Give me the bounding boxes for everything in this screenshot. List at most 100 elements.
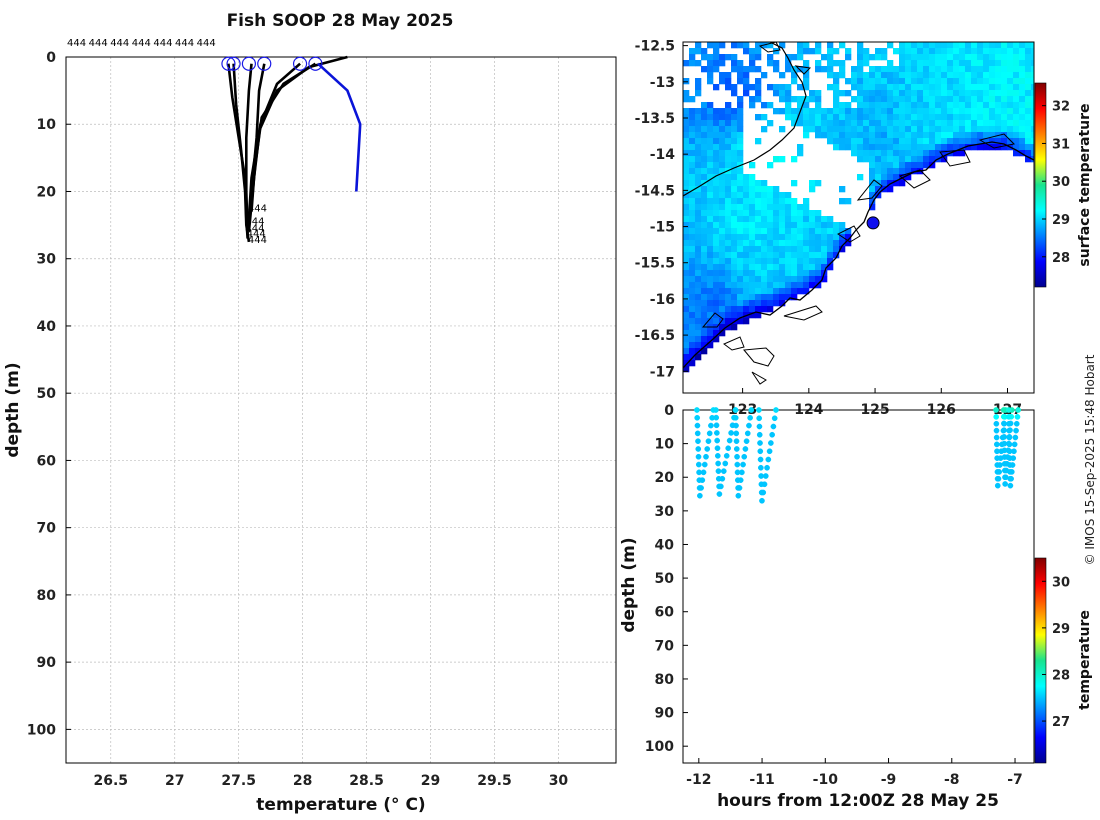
sst-cell <box>701 294 708 301</box>
sst-cell <box>911 102 918 109</box>
sst-cell <box>983 126 990 133</box>
sst-cell <box>725 54 732 61</box>
sst-cell <box>983 42 990 49</box>
sst-cell <box>827 114 834 121</box>
sst-cell <box>965 138 972 145</box>
sst-cell <box>683 354 690 361</box>
sst-cell <box>839 72 846 79</box>
sst-cell <box>965 108 972 115</box>
cast-point <box>722 460 729 467</box>
sst-cell <box>917 54 924 61</box>
cast-point <box>714 437 721 444</box>
sst-cell <box>695 336 702 343</box>
section-x-tick-label: -11 <box>749 772 774 788</box>
sst-cell <box>761 234 768 241</box>
sst-cell <box>749 246 756 253</box>
sst-cell <box>779 270 786 277</box>
cast-point <box>994 482 1001 489</box>
sst-cell <box>905 132 912 139</box>
profile-surface-markers <box>221 56 323 71</box>
sst-cell <box>917 42 924 49</box>
sst-cell <box>785 102 792 109</box>
sst-cell <box>731 294 738 301</box>
sst-cell <box>779 96 786 103</box>
sst-cell <box>1031 96 1034 103</box>
sst-cell <box>683 126 690 133</box>
sst-cell <box>689 198 696 205</box>
sst-cell <box>719 252 726 259</box>
sst-cell <box>713 126 720 133</box>
sst-cell <box>887 144 894 151</box>
sst-cell <box>995 114 1002 121</box>
sst-cell <box>791 198 798 205</box>
sst-cell <box>845 228 852 235</box>
sst-cell <box>875 54 882 61</box>
sst-cell <box>941 114 948 121</box>
sst-cell <box>683 276 690 283</box>
sst-cell <box>995 138 1002 145</box>
sst-cell <box>887 72 894 79</box>
sst-cell <box>845 78 852 85</box>
sst-cell <box>875 114 882 121</box>
sst-cell <box>737 252 744 259</box>
sst-cell <box>707 192 714 199</box>
sst-cell <box>803 228 810 235</box>
sst-cell <box>929 126 936 133</box>
sst-cell <box>911 132 918 139</box>
sst-cell <box>989 84 996 91</box>
sst-cell <box>707 336 714 343</box>
cast-point <box>1006 414 1012 420</box>
sst-cell <box>767 240 774 247</box>
sst-cell <box>953 144 960 151</box>
sst-cell <box>887 42 894 49</box>
sst-cell <box>785 294 792 301</box>
sst-cell <box>941 126 948 133</box>
cast-point <box>699 477 706 483</box>
sst-cell <box>941 84 948 91</box>
sst-cell <box>695 240 702 247</box>
sst-cell <box>899 144 906 151</box>
sst-cell <box>791 270 798 277</box>
sst-cell <box>719 180 726 187</box>
cast-point <box>1012 434 1019 441</box>
sst-cell <box>743 204 750 211</box>
sst-cell <box>737 42 744 49</box>
sst-cell <box>725 324 732 331</box>
sst-cell <box>1031 72 1034 79</box>
map-lat-tick-label: -15 <box>650 220 675 236</box>
sst-cell <box>689 300 696 307</box>
sst-cell <box>893 78 900 85</box>
sst-cell <box>707 252 714 259</box>
sst-cell <box>1001 108 1008 115</box>
surface-marker-circle <box>308 56 323 71</box>
sst-cell <box>743 276 750 283</box>
sst-cell <box>755 90 762 97</box>
sst-cell <box>977 84 984 91</box>
sst-cell <box>923 72 930 79</box>
sst-cell <box>851 66 858 73</box>
sst-cell <box>815 96 822 103</box>
sst-cell <box>761 288 768 295</box>
sst-cell <box>719 156 726 163</box>
sst-cell <box>683 216 690 223</box>
sst-cell <box>719 300 726 307</box>
sst-cell <box>701 246 708 253</box>
sst-cell <box>689 330 696 337</box>
sst-cell <box>785 192 792 199</box>
sst-cell <box>719 126 726 133</box>
sst-cell <box>869 132 876 139</box>
sst-cell <box>809 252 816 259</box>
sst-cell <box>893 144 900 151</box>
sst-cell <box>737 228 744 235</box>
sst-cell <box>1019 72 1026 79</box>
sst-cell <box>731 90 738 97</box>
sst-cell <box>809 90 816 97</box>
sst-cell <box>749 210 756 217</box>
sst-cell <box>827 216 834 223</box>
cast-point <box>734 453 740 460</box>
sst-cell <box>857 108 864 115</box>
sst-cell <box>905 96 912 103</box>
sst-cell <box>755 294 762 301</box>
sst-cell <box>731 204 738 211</box>
